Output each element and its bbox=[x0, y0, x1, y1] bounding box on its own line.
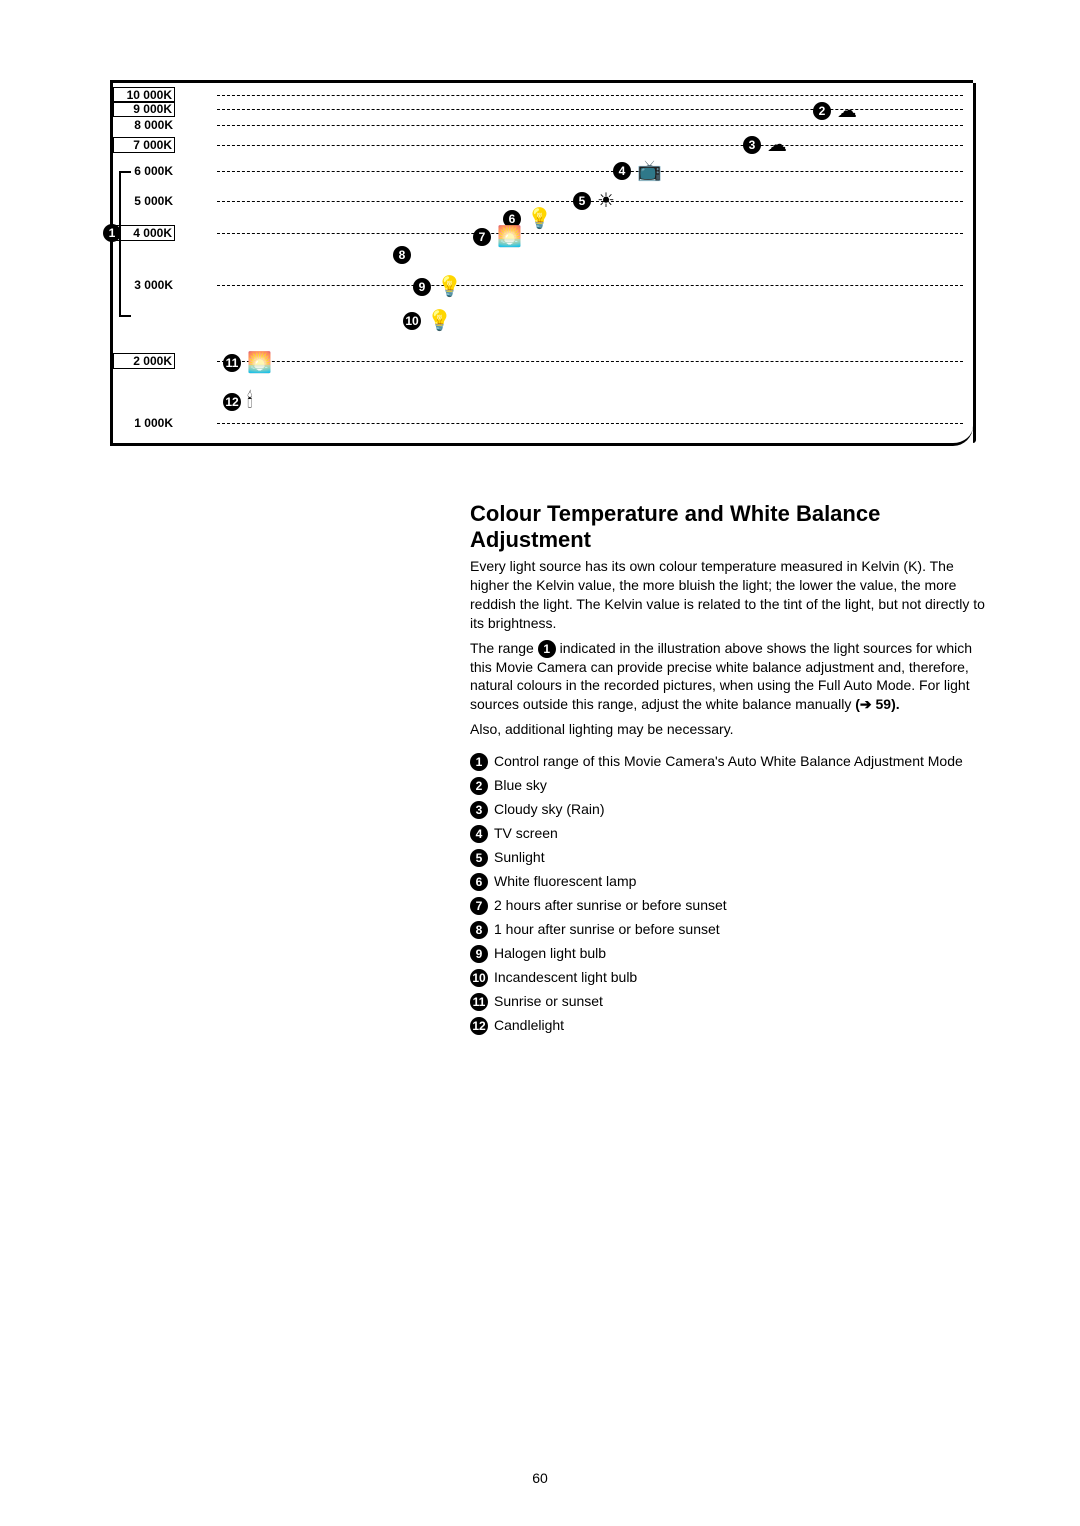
legend-text: Blue sky bbox=[494, 777, 547, 793]
marker-icon: 💡 bbox=[427, 308, 452, 333]
inline-badge-1: 1 bbox=[538, 640, 556, 658]
legend-badge: 6 bbox=[470, 873, 488, 891]
marker-icon: 💡 bbox=[527, 206, 552, 231]
marker-icon: ☁ bbox=[837, 98, 857, 123]
marker-icon: ☀ bbox=[597, 188, 615, 213]
marker-badge: 10 bbox=[403, 312, 421, 330]
chart-marker: 11 🌅 bbox=[223, 350, 272, 375]
legend-item: 6 White fluorescent lamp bbox=[470, 873, 990, 891]
legend-text: Halogen light bulb bbox=[494, 945, 606, 961]
legend-badge: 7 bbox=[470, 897, 488, 915]
legend-item: 10 Incandescent light bulb bbox=[470, 969, 990, 987]
gridline bbox=[217, 423, 963, 425]
marker-icon: ☁ bbox=[767, 132, 787, 157]
marker-badge: 5 bbox=[573, 192, 591, 210]
gridline bbox=[217, 361, 963, 363]
legend-item: 11 Sunrise or sunset bbox=[470, 993, 990, 1011]
legend-text: Sunrise or sunset bbox=[494, 993, 603, 1009]
chart-marker: 7🌅 bbox=[473, 224, 522, 249]
legend-badge: 5 bbox=[470, 849, 488, 867]
legend-item: 4 TV screen bbox=[470, 825, 990, 843]
legend-text: Cloudy sky (Rain) bbox=[494, 801, 604, 817]
legend-badge: 1 bbox=[470, 753, 488, 771]
chart-marker: 5☀ bbox=[573, 188, 615, 213]
y-tick-label: 8 000K bbox=[113, 118, 173, 132]
legend-badge: 12 bbox=[470, 1017, 488, 1035]
gridline bbox=[217, 285, 963, 287]
marker-badge: 9 bbox=[413, 278, 431, 296]
marker-badge: 8 bbox=[393, 246, 411, 264]
gridline bbox=[217, 95, 963, 97]
legend-item: 12 Candlelight bbox=[470, 1017, 990, 1035]
legend-item: 7 2 hours after sunrise or before sunset bbox=[470, 897, 990, 915]
y-tick-label: 9 000K bbox=[113, 101, 175, 117]
y-tick-label: 7 000K bbox=[113, 137, 175, 153]
marker-icon: 🌅 bbox=[247, 350, 272, 375]
marker-icon: 💡 bbox=[437, 274, 462, 299]
chart-marker: 12 🕯 bbox=[223, 390, 253, 413]
chart-marker: 9💡 bbox=[413, 274, 462, 299]
paragraph-1: Every light source has its own colour te… bbox=[470, 557, 990, 633]
marker-badge: 2 bbox=[813, 102, 831, 120]
legend-text: Incandescent light bulb bbox=[494, 969, 637, 985]
legend-text: 1 hour after sunrise or before sunset bbox=[494, 921, 720, 937]
y-tick-label: 2 000K bbox=[113, 353, 175, 369]
marker-badge: 7 bbox=[473, 228, 491, 246]
legend-item: 5 Sunlight bbox=[470, 849, 990, 867]
chart-marker: 4📺 bbox=[613, 158, 662, 183]
legend-item: 2 Blue sky bbox=[470, 777, 990, 795]
marker-badge: 4 bbox=[613, 162, 631, 180]
legend-text: Candlelight bbox=[494, 1017, 564, 1033]
marker-badge: 12 bbox=[223, 393, 241, 411]
gridline bbox=[217, 171, 963, 173]
legend-item: 1 Control range of this Movie Camera's Au… bbox=[470, 753, 990, 771]
paragraph-2: The range 1 indicated in the illustratio… bbox=[470, 639, 990, 715]
chart-marker: 2☁ bbox=[813, 98, 857, 123]
marker-badge: 11 bbox=[223, 354, 241, 372]
kelvin-chart: 10 000K9 000K8 000K7 000K6 000K5 000K4 0… bbox=[110, 80, 973, 446]
paragraph-3: Also, additional lighting may be necessa… bbox=[470, 720, 990, 739]
legend-badge: 9 bbox=[470, 945, 488, 963]
chart-marker: 3☁ bbox=[743, 132, 787, 157]
legend-item: 9 Halogen light bulb bbox=[470, 945, 990, 963]
legend-text: White fluorescent lamp bbox=[494, 873, 636, 889]
marker-icon: 📺 bbox=[637, 158, 662, 183]
legend-badge: 11 bbox=[470, 993, 488, 1011]
legend-badge: 2 bbox=[470, 777, 488, 795]
legend-text: Control range of this Movie Camera's Aut… bbox=[494, 753, 963, 769]
legend-list: 1 Control range of this Movie Camera's Au… bbox=[470, 753, 990, 1035]
legend-text: 2 hours after sunrise or before sunset bbox=[494, 897, 727, 913]
gridline bbox=[217, 125, 963, 127]
legend-text: TV screen bbox=[494, 825, 558, 841]
legend-badge: 4 bbox=[470, 825, 488, 843]
page-number: 60 bbox=[0, 1470, 1080, 1486]
range-bracket bbox=[119, 171, 143, 317]
chart-marker: 8 bbox=[393, 246, 411, 264]
legend-item: 3 Cloudy sky (Rain) bbox=[470, 801, 990, 819]
legend-badge: 8 bbox=[470, 921, 488, 939]
marker-icon: 🌅 bbox=[497, 224, 522, 249]
heading: Colour Temperature and White Balance Adj… bbox=[470, 501, 990, 553]
marker-icon: 🕯 bbox=[247, 390, 253, 413]
legend-item: 8 1 hour after sunrise or before sunset bbox=[470, 921, 990, 939]
chart-marker: 10 💡 bbox=[403, 308, 452, 333]
gridline bbox=[217, 233, 963, 235]
article-body: Colour Temperature and White Balance Adj… bbox=[470, 501, 990, 1035]
gridline bbox=[217, 145, 963, 147]
marker-badge: 1 bbox=[103, 224, 121, 242]
legend-badge: 10 bbox=[470, 969, 488, 987]
legend-badge: 3 bbox=[470, 801, 488, 819]
legend-text: Sunlight bbox=[494, 849, 545, 865]
y-tick-label: 1 000K bbox=[113, 416, 173, 430]
crossref: (➔ 59). bbox=[855, 696, 899, 712]
chart-marker: 1 bbox=[103, 224, 121, 242]
marker-badge: 3 bbox=[743, 136, 761, 154]
